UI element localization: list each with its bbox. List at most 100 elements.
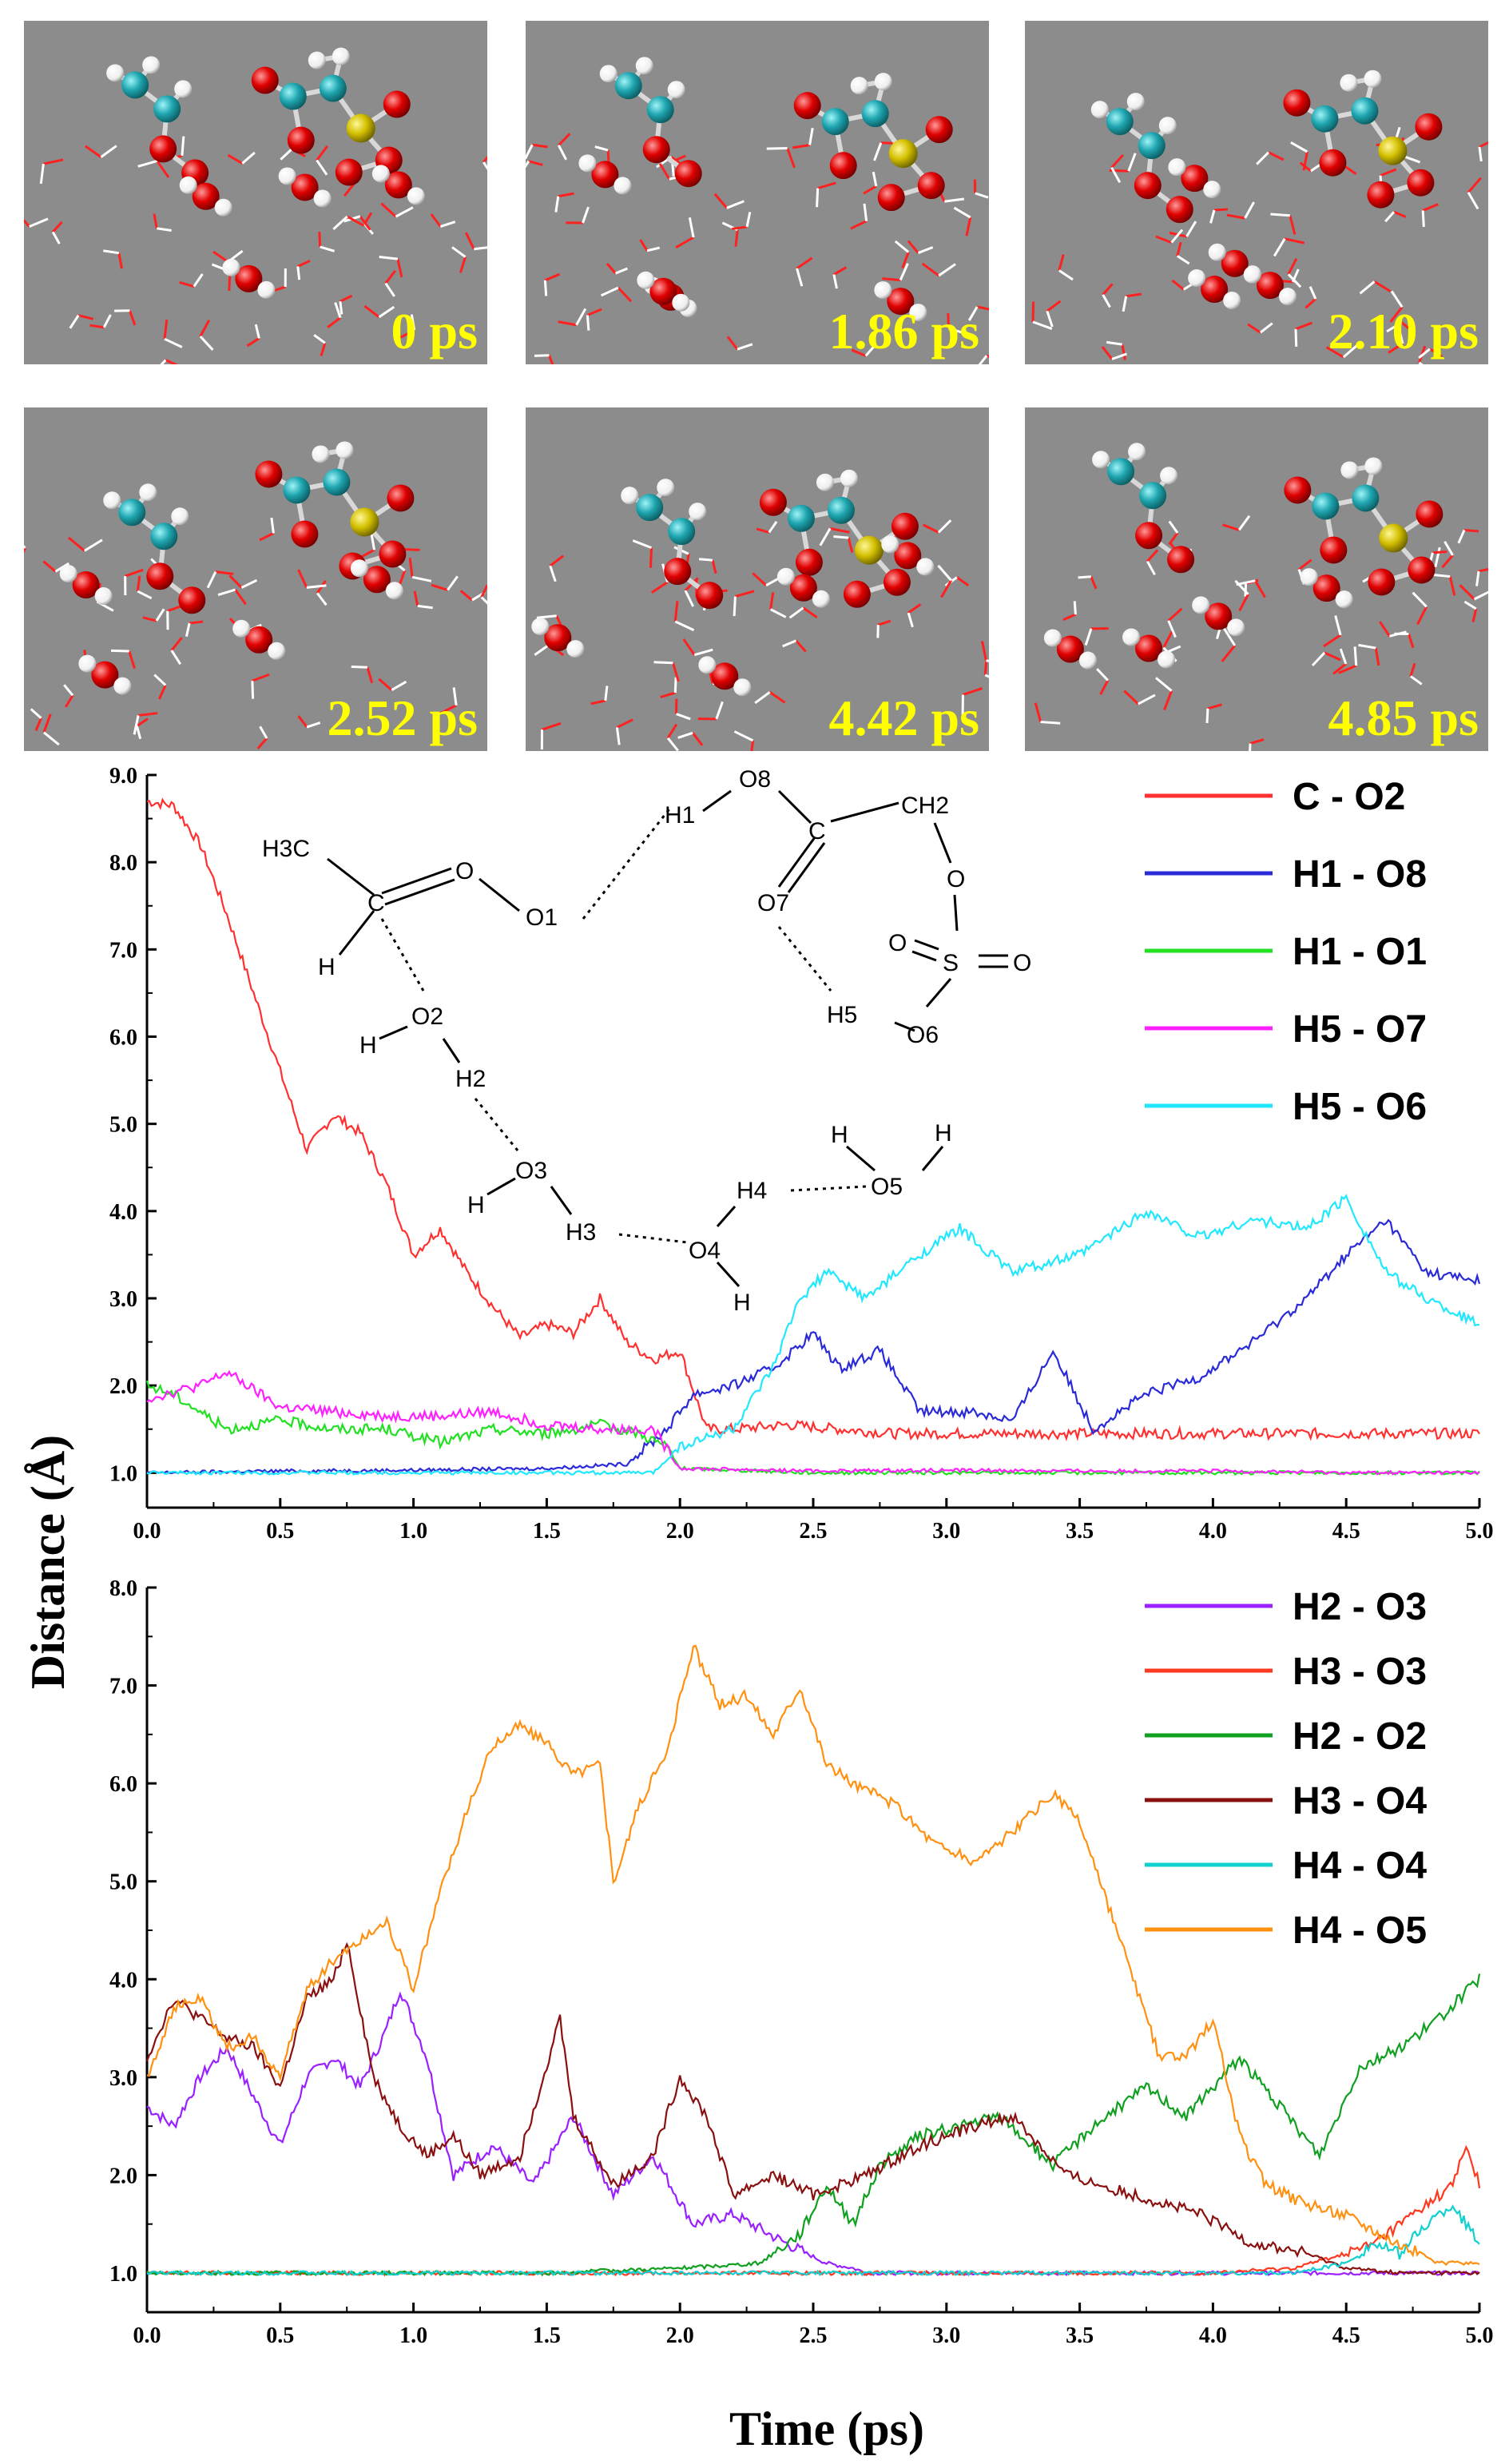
water-stick xyxy=(359,548,375,559)
water-stick xyxy=(606,263,617,275)
atom xyxy=(235,264,263,292)
atom xyxy=(1139,482,1167,510)
water-stick xyxy=(677,731,693,739)
water-stick xyxy=(1238,594,1249,612)
atom xyxy=(192,182,220,210)
atom xyxy=(1284,476,1312,504)
x-tick-label: 3.5 xyxy=(1066,1519,1094,1544)
water-stick xyxy=(1207,703,1222,710)
water-stick xyxy=(660,691,676,698)
water-stick xyxy=(604,686,609,701)
atom xyxy=(637,271,655,289)
water-stick xyxy=(1247,323,1261,334)
water-stick xyxy=(938,263,956,277)
water-stick xyxy=(1441,554,1454,569)
water-stick xyxy=(768,520,778,534)
water-stick xyxy=(1126,292,1142,298)
hbond xyxy=(380,918,425,992)
water-stick xyxy=(185,622,191,638)
water-stick xyxy=(43,158,64,165)
atom xyxy=(308,51,326,70)
atom xyxy=(888,139,918,169)
atom xyxy=(1106,108,1134,136)
atom xyxy=(1122,628,1141,646)
water-stick xyxy=(802,606,818,618)
water-stick xyxy=(1046,300,1062,312)
bond xyxy=(702,789,732,813)
water-stick xyxy=(684,590,695,607)
atom xyxy=(94,587,113,606)
x-tick-label: 0.5 xyxy=(266,1519,294,1544)
water-stick xyxy=(459,256,467,273)
water-stick xyxy=(142,616,157,622)
atom xyxy=(821,108,849,136)
water-stick xyxy=(1473,590,1488,601)
atom xyxy=(759,488,787,516)
water-stick xyxy=(1410,675,1423,686)
water-stick xyxy=(586,308,602,316)
water-stick xyxy=(658,163,671,180)
water-stick xyxy=(280,148,293,161)
water-stick xyxy=(1443,540,1454,556)
bond xyxy=(914,939,939,951)
water-stick xyxy=(459,590,473,602)
atom xyxy=(787,504,815,532)
water-stick xyxy=(1373,280,1392,292)
atom xyxy=(245,626,273,654)
water-stick xyxy=(1324,651,1341,662)
water-stick xyxy=(1400,321,1416,335)
water-stick xyxy=(756,527,770,534)
atom xyxy=(544,624,572,652)
y-tick-label: 8.0 xyxy=(109,851,137,876)
y-tick-label: 3.0 xyxy=(109,2066,137,2091)
atom xyxy=(291,173,319,201)
water-stick xyxy=(768,691,786,704)
water-stick xyxy=(1294,328,1298,347)
atom xyxy=(649,277,677,305)
water-stick xyxy=(1254,580,1266,598)
atom xyxy=(1340,74,1358,92)
atom xyxy=(379,540,407,568)
water-stick xyxy=(474,246,487,251)
snapshot-background xyxy=(1025,21,1488,364)
water-stick xyxy=(1478,146,1483,162)
water-stick xyxy=(1389,306,1404,324)
water-stick xyxy=(882,277,901,282)
water-stick xyxy=(1167,620,1177,638)
water-stick xyxy=(410,314,416,331)
water-stick xyxy=(983,661,988,676)
y-tick-label: 7.0 xyxy=(109,1675,137,1699)
water-stick xyxy=(534,643,550,657)
water-stick xyxy=(651,581,669,594)
water-stick xyxy=(313,334,326,344)
water-stick xyxy=(617,287,633,303)
water-stick xyxy=(133,715,140,735)
water-stick xyxy=(548,355,554,364)
x-tick-label: 4.5 xyxy=(1332,1519,1360,1544)
water-stick xyxy=(464,232,475,250)
water-stick xyxy=(1384,211,1396,223)
atom xyxy=(1078,651,1097,670)
scheme-label-h3: H3 xyxy=(566,1219,596,1246)
snapshot-panels: 0 ps 1.86 ps 2.10 ps 2.52 ps 4.42 ps 4.85 ps xyxy=(24,21,1488,751)
water-stick xyxy=(1412,591,1428,608)
x-tick-label: 4.0 xyxy=(1199,2323,1227,2348)
atom xyxy=(566,640,585,658)
water-stick xyxy=(978,355,988,364)
atom xyxy=(1227,618,1245,637)
x-tick-label: 1.5 xyxy=(533,1519,561,1544)
water-stick xyxy=(42,713,52,733)
water-stick xyxy=(688,217,695,238)
water-stick xyxy=(1459,584,1475,601)
water-stick xyxy=(189,620,204,625)
snapshot-time-label: 4.42 ps xyxy=(829,690,980,746)
atom xyxy=(1135,522,1163,550)
water-stick xyxy=(1268,151,1285,161)
water-stick xyxy=(1448,576,1456,596)
atom xyxy=(335,158,363,186)
legend-label: C - O2 xyxy=(1293,776,1405,818)
x-tick-label: 4.5 xyxy=(1332,2323,1360,2348)
water-stick xyxy=(1123,690,1139,705)
water-stick xyxy=(1168,532,1179,546)
atom xyxy=(1208,243,1226,261)
